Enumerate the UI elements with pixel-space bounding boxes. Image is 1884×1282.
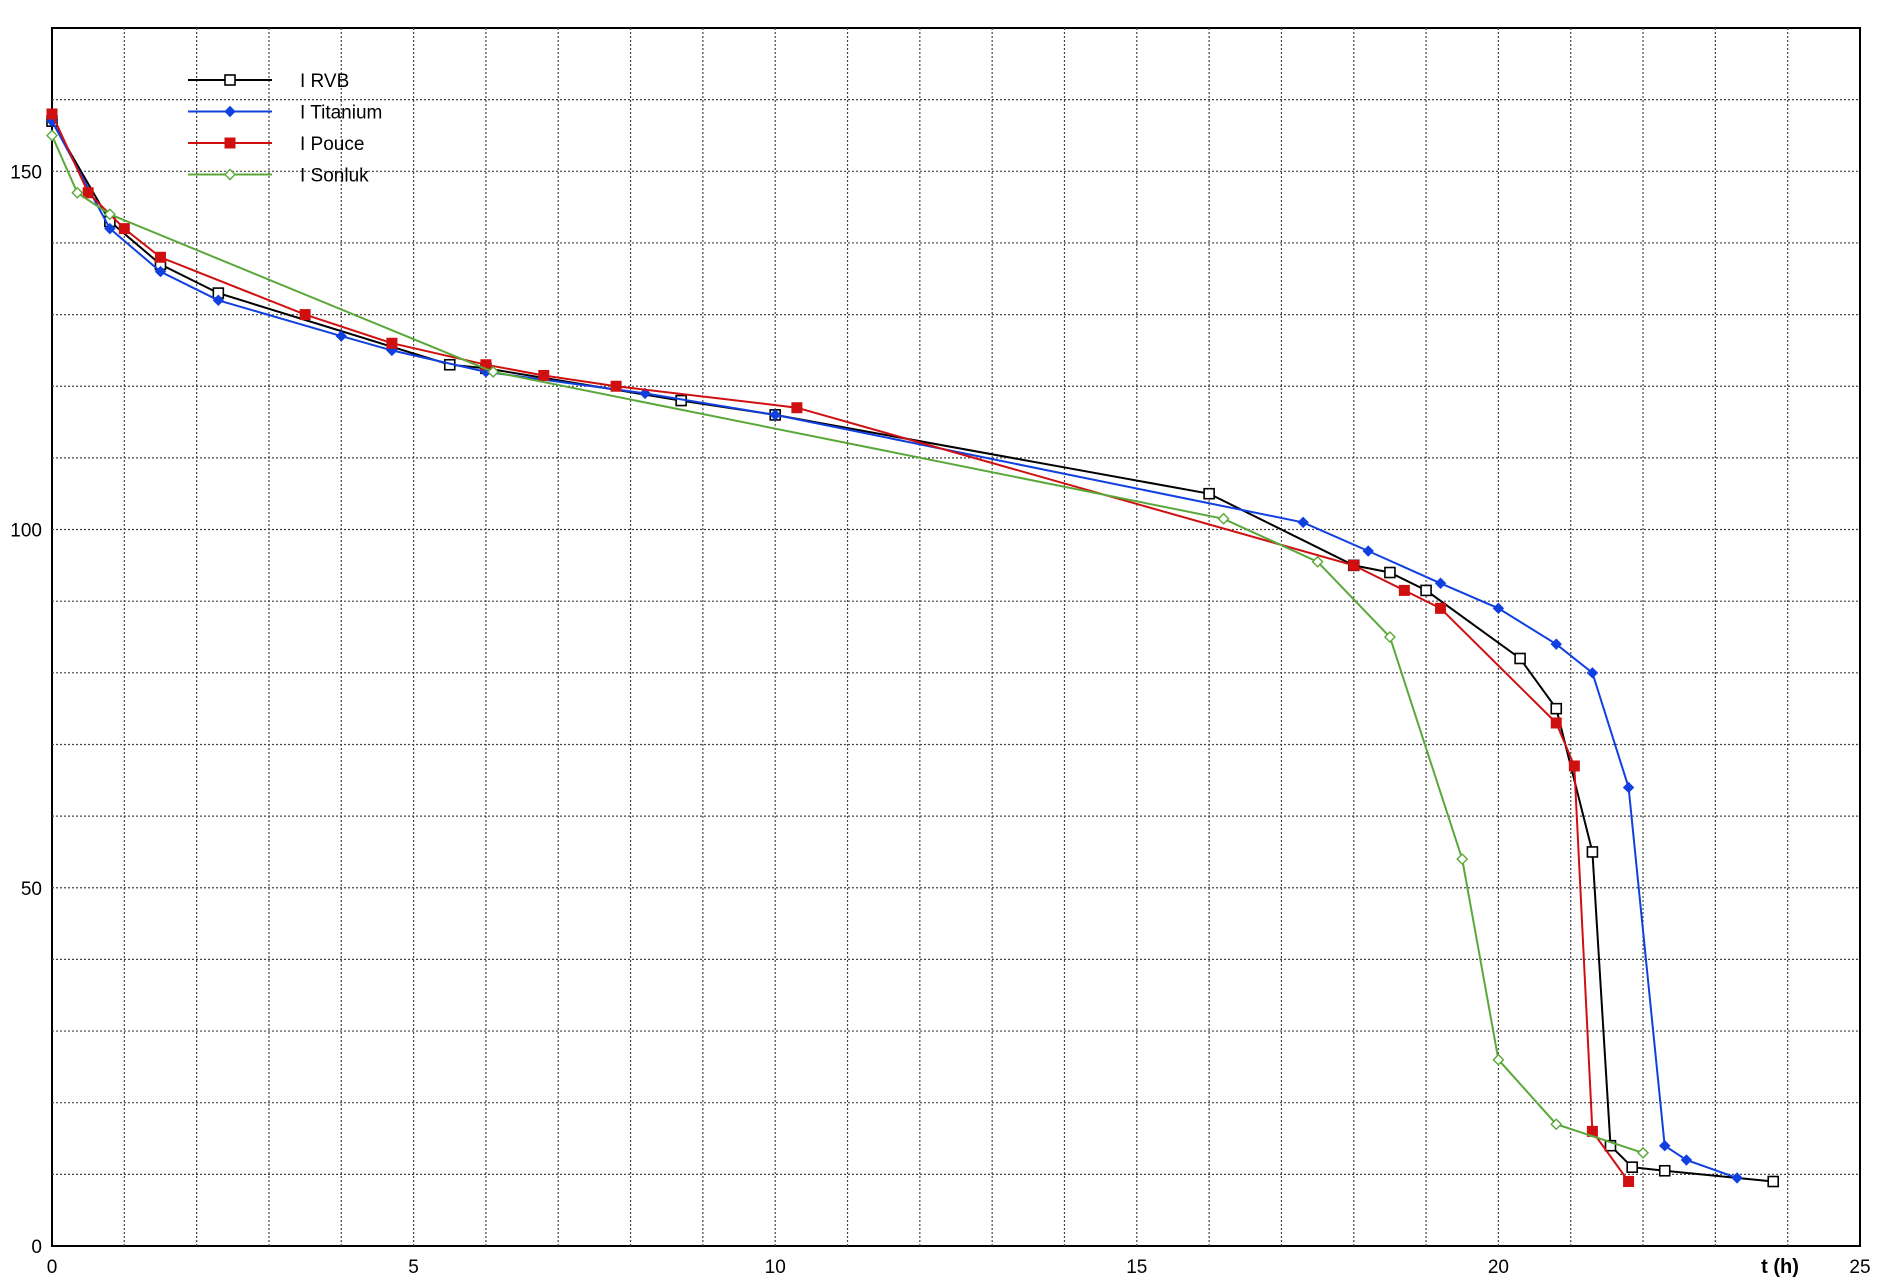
x-tick-label: 20 <box>1488 1257 1509 1278</box>
data-point-i-sonluk <box>1492 1053 1505 1066</box>
legend-item-i-rvb: I RVB <box>188 71 349 92</box>
x-tick-label: 10 <box>765 1257 786 1278</box>
data-point-i-titanium <box>1680 1154 1693 1166</box>
legend: I RVB I Titanium I Pouce I Sonluk <box>188 71 382 187</box>
data-point-i-pouce <box>118 223 130 235</box>
data-point-i-rvb <box>1203 487 1215 500</box>
data-point-i-pouce <box>538 369 550 381</box>
data-point-i-pouce <box>1623 1176 1635 1188</box>
plot-background <box>51 27 1861 1247</box>
data-point-i-rvb <box>1604 1139 1617 1152</box>
x-axis-title: t (h) <box>1761 1256 1799 1278</box>
legend-label-i-rvb: I RVB <box>300 71 349 92</box>
series-i-sonluk <box>46 129 1650 1159</box>
data-point-i-rvb <box>1550 702 1563 715</box>
x-tick-label: 0 <box>47 1257 58 1278</box>
series-layer <box>46 108 1780 1188</box>
y-tick-label: 100 <box>10 521 42 542</box>
data-point-i-sonluk <box>1311 555 1324 568</box>
data-point-i-titanium <box>1731 1172 1743 1184</box>
data-point-i-sonluk <box>71 186 84 199</box>
data-point-i-titanium <box>1622 781 1635 794</box>
data-point-i-titanium <box>154 265 167 278</box>
y-axis-ticks: 0 50 100 150 <box>10 162 42 1258</box>
data-point-i-sonluk <box>1217 512 1230 525</box>
data-point-i-titanium <box>1434 577 1447 589</box>
data-point-i-titanium <box>335 330 347 342</box>
data-point-i-sonluk <box>1637 1146 1650 1159</box>
y-tick-label: 0 <box>31 1237 42 1258</box>
x-tick-label: 5 <box>408 1257 419 1278</box>
data-point-i-pouce <box>154 251 166 263</box>
data-point-i-rvb <box>1586 846 1599 858</box>
legend-marker-i-titanium <box>224 105 236 118</box>
data-point-i-pouce <box>46 108 58 120</box>
legend-item-i-titanium: I Titanium <box>188 103 382 124</box>
data-point-i-pouce <box>1550 717 1562 729</box>
legend-marker-i-sonluk <box>224 168 236 181</box>
x-axis-ticks: 0 5 10 15 20 25 <box>47 1257 1871 1278</box>
data-point-i-titanium <box>104 222 116 235</box>
data-point-i-sonluk <box>1550 1118 1563 1131</box>
data-point-i-pouce <box>610 380 622 392</box>
data-point-i-pouce <box>1435 602 1447 614</box>
data-point-i-rvb <box>1767 1175 1780 1188</box>
y-tick-label: 50 <box>21 879 42 900</box>
legend-marker-i-pouce <box>224 137 236 149</box>
legend-label-i-sonluk: I Sonluk <box>300 166 369 187</box>
data-point-i-pouce <box>386 337 398 349</box>
data-point-i-rvb <box>1626 1161 1638 1173</box>
data-point-i-pouce <box>1568 760 1580 772</box>
data-point-i-titanium <box>1550 638 1562 650</box>
data-point-i-sonluk <box>46 129 58 142</box>
data-point-i-sonluk <box>487 365 500 378</box>
data-point-i-titanium <box>1586 667 1599 679</box>
data-point-i-titanium <box>1492 602 1505 615</box>
data-point-i-sonluk <box>103 208 116 221</box>
series-i-pouce <box>46 108 1635 1188</box>
x-tick-label: 25 <box>1849 1257 1870 1278</box>
data-point-i-pouce <box>791 402 803 414</box>
data-point-i-rvb <box>1384 566 1396 579</box>
data-point-i-pouce <box>1398 584 1410 596</box>
legend-label-i-pouce: I Pouce <box>300 134 364 155</box>
data-point-i-titanium <box>1297 516 1309 529</box>
grid <box>52 28 1860 1246</box>
data-point-i-rvb <box>1658 1164 1671 1177</box>
data-point-i-sonluk <box>1383 631 1396 643</box>
legend-marker-i-rvb <box>224 74 236 86</box>
data-point-i-pouce <box>299 309 311 321</box>
data-point-i-rvb <box>1514 652 1526 665</box>
data-point-i-titanium <box>1659 1139 1671 1152</box>
data-point-i-titanium <box>212 294 225 306</box>
data-point-i-titanium <box>1362 545 1374 557</box>
x-tick-label: 15 <box>1126 1257 1147 1278</box>
legend-item-i-sonluk: I Sonluk <box>188 166 369 187</box>
data-point-i-pouce <box>1348 559 1360 571</box>
data-point-i-rvb <box>1420 584 1432 597</box>
legend-label-i-titanium: I Titanium <box>300 103 382 124</box>
legend-item-i-pouce: I Pouce <box>188 134 364 155</box>
data-point-i-pouce <box>82 187 94 199</box>
data-point-i-titanium <box>769 409 781 421</box>
y-tick-label: 150 <box>10 162 42 183</box>
data-point-i-sonluk <box>1456 853 1469 866</box>
